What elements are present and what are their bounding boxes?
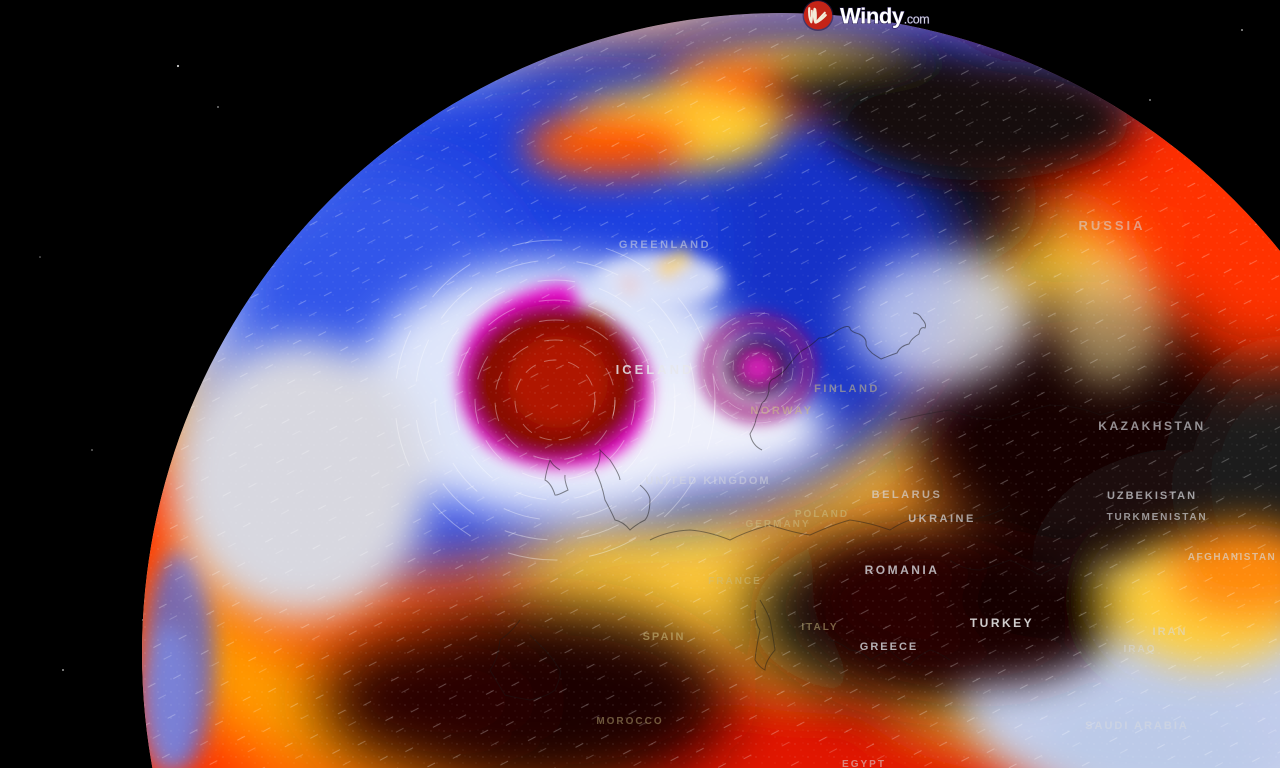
svg-text:TURKEY: TURKEY <box>970 616 1034 630</box>
svg-text:KAZAKHSTAN: KAZAKHSTAN <box>1098 419 1205 433</box>
svg-text:BELARUS: BELARUS <box>872 489 943 501</box>
svg-text:TURKMENISTAN: TURKMENISTAN <box>1107 512 1208 523</box>
svg-text:UKRAINE: UKRAINE <box>908 513 976 525</box>
svg-text:MOROCCO: MOROCCO <box>596 716 663 727</box>
svg-text:FINLAND: FINLAND <box>814 383 880 395</box>
svg-text:RUSSIA: RUSSIA <box>1078 218 1145 233</box>
svg-text:IRAN: IRAN <box>1153 626 1188 638</box>
svg-text:UNITED KINGDOM: UNITED KINGDOM <box>645 475 770 487</box>
svg-text:SAUDI ARABIA: SAUDI ARABIA <box>1085 720 1189 732</box>
svg-text:UZBEKISTAN: UZBEKISTAN <box>1107 490 1197 502</box>
svg-text:IRAQ: IRAQ <box>1124 644 1157 655</box>
svg-text:ITALY: ITALY <box>801 622 838 633</box>
svg-text:ROMANIA: ROMANIA <box>865 563 940 577</box>
svg-text:NORWAY: NORWAY <box>750 405 813 417</box>
svg-text:GREENLAND: GREENLAND <box>619 239 711 251</box>
svg-text:FRANCE: FRANCE <box>708 576 762 587</box>
svg-text:EGYPT: EGYPT <box>842 759 886 768</box>
svg-text:ICELAND: ICELAND <box>616 362 695 377</box>
svg-text:GREECE: GREECE <box>860 641 918 653</box>
svg-text:GERMANY: GERMANY <box>745 519 810 530</box>
svg-text:SPAIN: SPAIN <box>643 631 686 643</box>
svg-text:AFGHANISTAN: AFGHANISTAN <box>1188 552 1277 563</box>
